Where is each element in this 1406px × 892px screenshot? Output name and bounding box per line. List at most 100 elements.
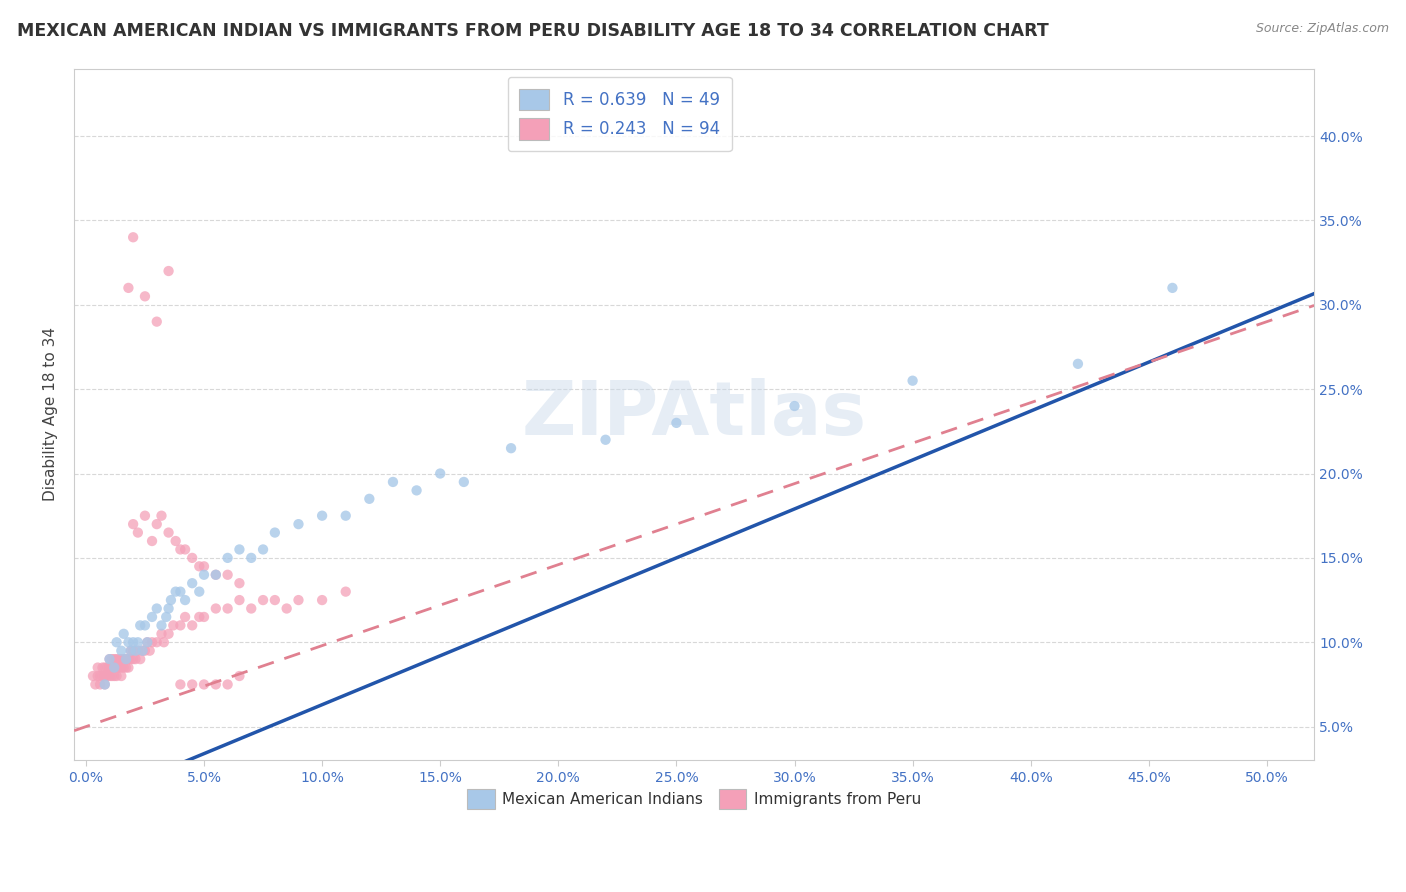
Point [165, 534, 187, 549]
Point [453, 475, 475, 489]
Point [188, 610, 211, 624]
Point [86, 660, 108, 674]
Point [228, 593, 250, 607]
Point [193, 677, 215, 691]
Point [120, 643, 142, 657]
Point [141, 610, 163, 624]
Point [155, 610, 177, 624]
Point [89, 669, 111, 683]
Point [131, 643, 153, 657]
Point [89, 677, 111, 691]
Point [287, 593, 309, 607]
Text: Source: ZipAtlas.com: Source: ZipAtlas.com [1256, 22, 1389, 36]
Point [145, 517, 167, 532]
Point [193, 559, 215, 574]
Point [110, 643, 132, 657]
Point [153, 635, 176, 649]
Point [157, 627, 180, 641]
Y-axis label: Disability Age 18 to 34: Disability Age 18 to 34 [44, 327, 58, 501]
Point [136, 635, 159, 649]
Point [217, 677, 239, 691]
Point [124, 643, 146, 657]
Point [405, 483, 427, 498]
Point [122, 643, 145, 657]
Text: MEXICAN AMERICAN INDIAN VS IMMIGRANTS FROM PERU DISABILITY AGE 18 TO 34 CORRELAT: MEXICAN AMERICAN INDIAN VS IMMIGRANTS FR… [17, 22, 1049, 40]
Point [169, 584, 191, 599]
Point [141, 635, 163, 649]
Point [98, 652, 121, 666]
Point [110, 669, 132, 683]
Point [115, 652, 138, 666]
Point [117, 281, 139, 295]
Point [145, 315, 167, 329]
Point [117, 652, 139, 666]
Point [127, 525, 149, 540]
Point [252, 593, 274, 607]
Point [174, 610, 197, 624]
Point [204, 567, 226, 582]
Point [134, 618, 156, 632]
Point [98, 669, 121, 683]
Point [160, 593, 183, 607]
Point [120, 643, 142, 657]
Point [127, 635, 149, 649]
Point [263, 593, 285, 607]
Point [217, 567, 239, 582]
Point [204, 601, 226, 615]
Point [134, 289, 156, 303]
Point [108, 652, 131, 666]
Point [217, 550, 239, 565]
Point [131, 643, 153, 657]
Point [228, 576, 250, 591]
Point [665, 416, 688, 430]
Point [86, 669, 108, 683]
Point [901, 374, 924, 388]
Point [595, 433, 617, 447]
Point [115, 660, 138, 674]
Point [122, 635, 145, 649]
Point [98, 660, 121, 674]
Point [129, 618, 152, 632]
Point [228, 669, 250, 683]
Point [204, 677, 226, 691]
Point [138, 643, 160, 657]
Point [240, 550, 263, 565]
Point [311, 508, 333, 523]
Point [103, 660, 125, 674]
Point [105, 635, 128, 649]
Point [105, 660, 128, 674]
Point [783, 399, 806, 413]
Point [1161, 281, 1184, 295]
Point [122, 517, 145, 532]
Point [112, 660, 135, 674]
Point [98, 652, 121, 666]
Point [120, 652, 142, 666]
Point [157, 525, 180, 540]
Point [134, 643, 156, 657]
Point [96, 669, 118, 683]
Point [252, 542, 274, 557]
Point [381, 475, 404, 489]
Point [188, 559, 211, 574]
Point [335, 584, 357, 599]
Point [84, 677, 107, 691]
Point [150, 508, 173, 523]
Point [112, 652, 135, 666]
Point [136, 635, 159, 649]
Point [311, 593, 333, 607]
Point [193, 567, 215, 582]
Point [141, 534, 163, 549]
Point [150, 618, 173, 632]
Point [101, 660, 124, 674]
Point [335, 508, 357, 523]
Point [174, 593, 197, 607]
Point [174, 542, 197, 557]
Point [96, 660, 118, 674]
Point [287, 517, 309, 532]
Point [165, 584, 187, 599]
Legend: Mexican American Indians, Immigrants from Peru: Mexican American Indians, Immigrants fro… [461, 783, 927, 815]
Point [117, 660, 139, 674]
Point [94, 660, 117, 674]
Point [103, 652, 125, 666]
Point [117, 635, 139, 649]
